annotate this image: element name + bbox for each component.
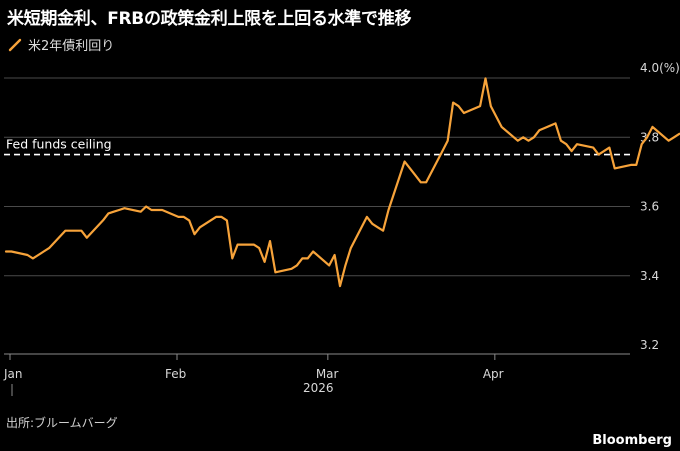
y-tick-label: 3.2 [640,338,659,352]
bloomberg-logo: Bloomberg [592,433,672,448]
legend-label: 米2年債利回り [28,39,115,54]
legend: 米2年債利回り [8,35,114,54]
fed-funds-ceiling-label: Fed funds ceiling [6,137,112,152]
x-tick-label: Mar [316,367,339,381]
source-note: 出所:ブルームバーグ [6,416,118,430]
year-label: 2026 [303,381,334,395]
x-tick-label: Apr [483,367,504,381]
y-tick-label: 3.4 [640,269,659,283]
series-line-2y-yield [4,77,680,288]
chart-title: 米短期金利、FRBの政策金利上限を上回る水準で推移 [7,9,412,29]
y-tick-label: 4.0(%) [640,61,680,75]
x-tick-label: Feb [165,367,186,381]
legend-line-icon [8,38,22,51]
x-tick-label: Jan [3,367,23,381]
y-tick-label: 3.6 [640,200,659,214]
